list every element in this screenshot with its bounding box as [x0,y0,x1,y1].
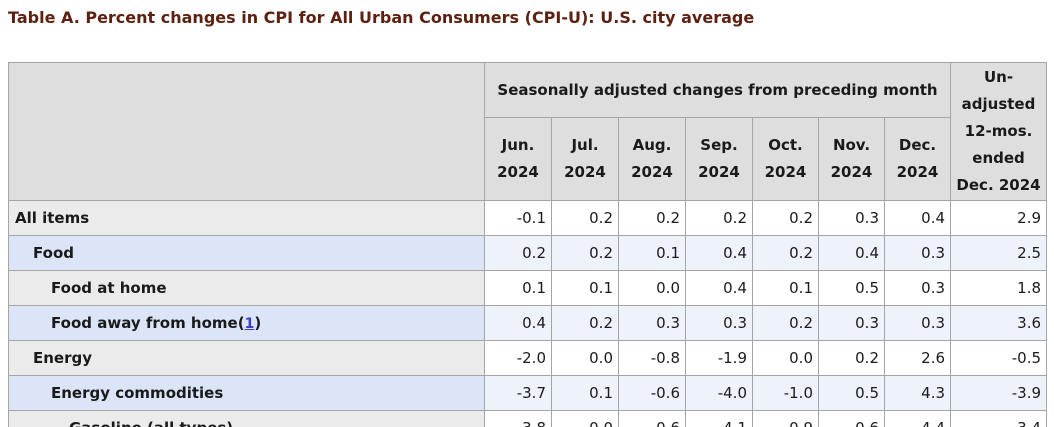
data-cell: 0.2 [685,200,753,236]
row-label: Food [33,244,74,262]
unadjusted-cell: -3.4 [950,410,1048,427]
data-cell: -4.0 [685,375,753,411]
unadjusted-cell: 2.9 [950,200,1048,236]
unadjusted-cell: -0.5 [950,340,1048,376]
row-label-cell: Food at home [8,270,485,306]
table-row-energy: Energy -2.0 0.0 -0.8 -1.9 0.0 0.2 2.6 -0… [8,340,1048,376]
header-row-months: Jun. 2024 Jul. 2024 Aug. 2024 Sep. 2024 … [9,116,1047,202]
data-cell: 0.3 [818,305,885,341]
header-row-group: Seasonally adjusted changes from precedi… [8,62,1048,201]
cpi-table: Seasonally adjusted changes from precedi… [8,62,1048,427]
table-row-food-at-home: Food at home 0.1 0.1 0.0 0.4 0.1 0.5 0.3… [8,270,1048,306]
data-cell: 0.1 [551,270,619,306]
data-cell: 0.4 [883,200,952,236]
table-row-food: Food 0.2 0.2 0.1 0.4 0.2 0.4 0.3 2.5 [8,235,1048,271]
footnote-paren-close: ) [254,314,262,332]
row-label-cell: Energy [8,340,485,376]
footnote-paren-open: ( [237,314,245,332]
data-cell: 2.6 [883,340,952,376]
row-label: All items [15,209,90,227]
data-cell: 0.0 [752,340,819,376]
table-row-food-away-from-home: Food away from home(1) 0.4 0.2 0.3 0.3 0… [8,305,1048,341]
footnote-1-link[interactable]: 1 [244,316,255,332]
row-label: Gasoline (all types) [69,419,233,427]
col-header-aug-2024: Aug. 2024 [618,116,686,202]
data-cell: 0.3 [883,270,952,306]
col-header-jul-2024: Jul. 2024 [551,116,619,202]
data-cell: 4.3 [883,375,952,411]
row-label-cell: Gasoline (all types) [8,410,485,427]
page-title: Table A. Percent changes in CPI for All … [8,8,755,27]
data-cell: 0.0 [551,410,619,427]
data-cell: 0.2 [818,340,885,376]
group-header: Seasonally adjusted changes from precedi… [483,62,952,118]
data-cell: 0.3 [883,235,952,271]
col-header-oct-2024: Oct. 2024 [752,116,819,202]
data-cell: -0.1 [484,200,552,236]
data-cell: -1.0 [752,375,819,411]
data-cell: 0.1 [752,270,819,306]
data-cell: -4.1 [685,410,753,427]
row-label-cell: Food [8,235,485,271]
data-cell: 0.2 [752,200,819,236]
data-cell: 0.0 [551,340,619,376]
data-cell: 0.1 [551,375,619,411]
unadjusted-cell: -3.9 [950,375,1048,411]
row-label-cell: Food away from home(1) [8,305,485,341]
data-cell: 0.6 [818,410,885,427]
table-row-all-items: All items -0.1 0.2 0.2 0.2 0.2 0.3 0.4 2… [8,200,1048,236]
data-cell: -0.8 [618,340,686,376]
row-label-cell: All items [8,200,485,236]
data-cell: 0.5 [818,375,885,411]
data-cell: -0.9 [752,410,819,427]
col-header-jun-2024: Jun. 2024 [484,116,552,202]
row-label: Food at home [51,279,167,297]
data-cell: 0.5 [818,270,885,306]
data-cell: 0.0 [618,270,686,306]
data-cell: 0.2 [752,305,819,341]
data-cell: -3.8 [484,410,552,427]
data-cell: 0.2 [551,200,619,236]
unadjusted-cell: 2.5 [950,235,1048,271]
data-cell: -1.9 [685,340,753,376]
data-cell: 0.4 [685,270,753,306]
data-cell: 0.2 [618,200,686,236]
data-cell: 4.4 [883,410,952,427]
unadjusted-cell: 1.8 [950,270,1048,306]
data-cell: 0.4 [484,305,552,341]
table-row-energy-commodities: Energy commodities -3.7 0.1 -0.6 -4.0 -1… [8,375,1048,411]
data-cell: -0.6 [618,410,686,427]
data-cell: 0.4 [685,235,753,271]
data-cell: 0.1 [484,270,552,306]
data-cell: 0.2 [484,235,552,271]
corner-cell [8,62,485,201]
col-header-nov-2024: Nov. 2024 [818,116,885,202]
row-label: Energy commodities [51,384,224,402]
unadjusted-cell: 3.6 [950,305,1048,341]
data-cell: -2.0 [484,340,552,376]
data-cell: 0.3 [883,305,952,341]
data-cell: 0.3 [618,305,686,341]
data-cell: 0.3 [685,305,753,341]
data-cell: 0.2 [551,305,619,341]
data-cell: -3.7 [484,375,552,411]
data-cell: 0.1 [618,235,686,271]
data-cell: 0.2 [551,235,619,271]
footnote-wrap: (1) [238,314,261,332]
data-cell: 0.2 [752,235,819,271]
table-row-gasoline-all-types: Gasoline (all types) -3.8 0.0 -0.6 -4.1 … [8,410,1048,427]
data-cell: 0.3 [818,200,885,236]
col-header-sep-2024: Sep. 2024 [685,116,753,202]
col-header-dec-2024: Dec. 2024 [883,116,952,202]
row-label-cell: Energy commodities [8,375,485,411]
row-label: Energy [33,349,93,367]
data-cell: 0.4 [818,235,885,271]
row-label: Food away from home [51,314,238,332]
unadjusted-column-header: Un- adjusted 12-mos. ended Dec. 2024 [950,62,1048,201]
data-cell: -0.6 [618,375,686,411]
